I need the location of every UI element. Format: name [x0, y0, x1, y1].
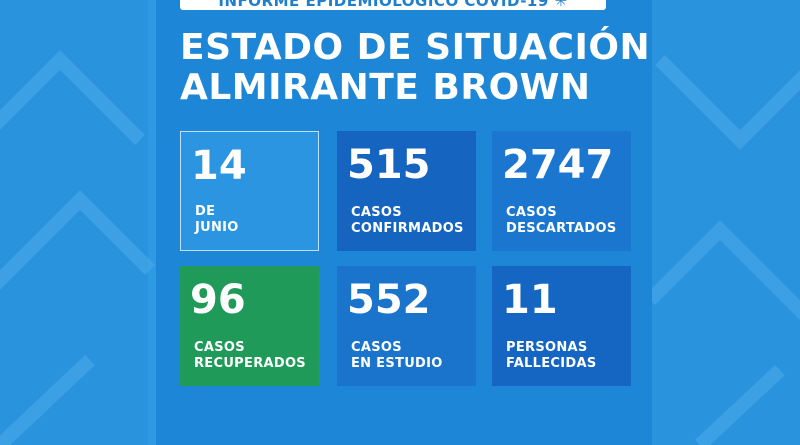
card-label-line-1: PERSONAS — [506, 340, 588, 355]
card-number: 515 — [347, 142, 431, 188]
card-recovered: 96 CASOS RECUPERADOS — [180, 266, 319, 386]
card-label-line-2: FALLECIDAS — [506, 356, 597, 371]
card-number: 14 — [191, 143, 247, 189]
page-title: ESTADO DE SITUACIÓN ALMIRANTE BROWN — [180, 27, 651, 108]
card-number: 11 — [502, 277, 558, 323]
card-confirmed: 515 CASOS CONFIRMADOS — [337, 131, 476, 251]
card-label: CASOS CONFIRMADOS — [351, 205, 464, 237]
card-discarded: 2747 CASOS DESCARTADOS — [492, 131, 631, 251]
card-label: PERSONAS FALLECIDAS — [506, 340, 597, 372]
card-label: CASOS EN ESTUDIO — [351, 340, 443, 372]
card-label-line-2: RECUPERADOS — [194, 356, 306, 371]
card-number: 552 — [347, 277, 431, 323]
banner-text: INFORME EPIDEMIOLÓGICO COVID-19 ✳ — [218, 0, 568, 10]
card-label-line-2: JUNIO — [195, 220, 239, 235]
card-date: 14 DE JUNIO — [180, 131, 319, 251]
report-banner: INFORME EPIDEMIOLÓGICO COVID-19 ✳ — [180, 0, 606, 10]
card-label: CASOS DESCARTADOS — [506, 205, 617, 237]
title-line-1: ESTADO DE SITUACIÓN — [180, 27, 651, 68]
card-label-line-1: DE — [195, 204, 216, 219]
card-under-study: 552 CASOS EN ESTUDIO — [337, 266, 476, 386]
card-label: DE JUNIO — [195, 204, 239, 236]
card-label-line-1: CASOS — [351, 340, 402, 355]
card-label-line-2: CONFIRMADOS — [351, 221, 464, 236]
card-label-line-2: DESCARTADOS — [506, 221, 617, 236]
card-deceased: 11 PERSONAS FALLECIDAS — [492, 266, 631, 386]
card-label-line-1: CASOS — [351, 205, 402, 220]
card-label-line-1: CASOS — [194, 340, 245, 355]
card-number: 2747 — [502, 142, 614, 188]
card-label: CASOS RECUPERADOS — [194, 340, 306, 372]
card-label-line-2: EN ESTUDIO — [351, 356, 443, 371]
card-label-line-1: CASOS — [506, 205, 557, 220]
card-number: 96 — [190, 277, 246, 323]
title-line-2: ALMIRANTE BROWN — [180, 67, 591, 108]
